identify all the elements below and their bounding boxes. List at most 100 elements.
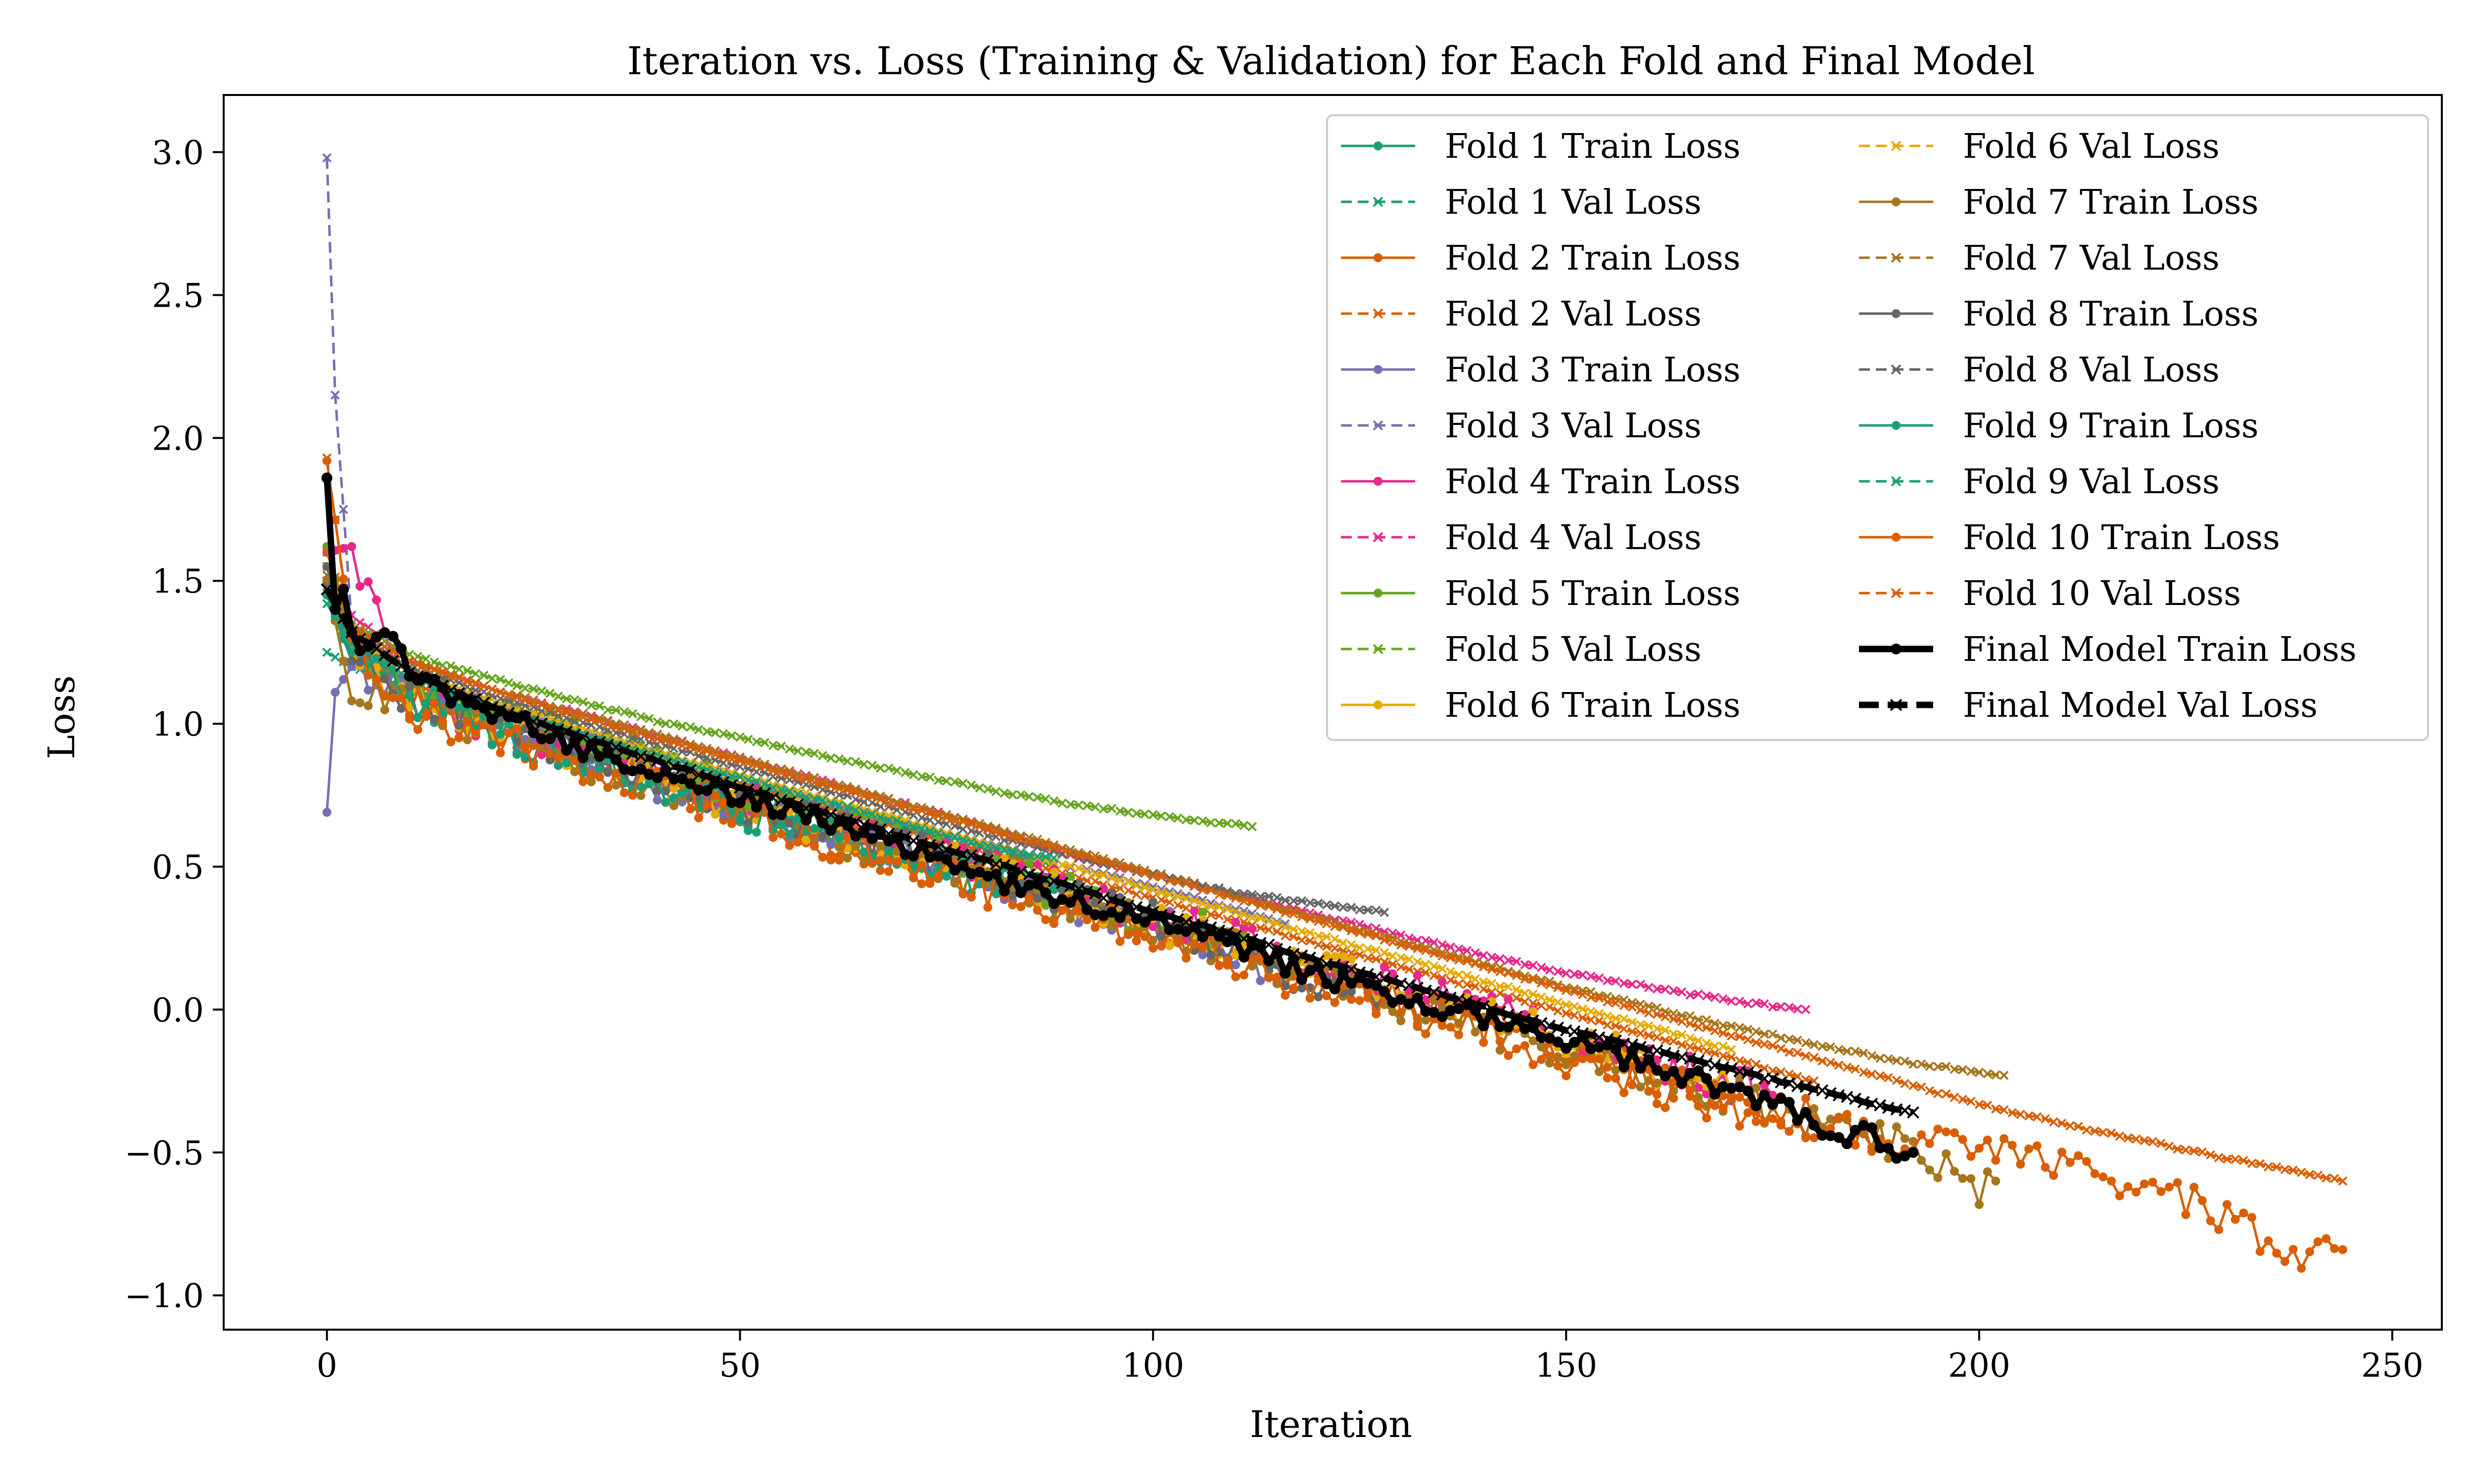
- data-point: [1314, 992, 1323, 1002]
- data-point: [1917, 1130, 1926, 1140]
- data-point: [1603, 1020, 1613, 1030]
- x-tick-label: 200: [1948, 1346, 2010, 1385]
- data-point: [1966, 1152, 1976, 1161]
- data-point: [991, 869, 1002, 880]
- data-point: [1271, 947, 1283, 959]
- x-axis-label: Iteration: [1250, 1403, 1412, 1446]
- y-tick-label: −0.5: [125, 1134, 204, 1172]
- data-point: [585, 739, 597, 750]
- data-point: [1272, 927, 1282, 936]
- data-point: [1710, 1048, 1720, 1058]
- data-point: [1676, 1077, 1687, 1089]
- data-point: [653, 795, 662, 805]
- data-point: [1735, 1121, 1744, 1131]
- legend-label: Final Model Train Loss: [1963, 630, 2357, 669]
- data-point: [372, 675, 381, 685]
- legend-marker: [1374, 589, 1382, 598]
- legend-label: Fold 4 Train Loss: [1445, 463, 1741, 502]
- data-point: [471, 708, 480, 718]
- data-point: [562, 758, 571, 768]
- data-point: [1503, 1021, 1514, 1033]
- data-point: [321, 472, 333, 484]
- data-point: [545, 749, 555, 758]
- data-point: [743, 786, 754, 797]
- data-point: [1404, 987, 1414, 996]
- data-point: [496, 748, 505, 757]
- data-point: [1999, 1134, 2009, 1143]
- data-point: [1230, 935, 1241, 946]
- data-point: [1991, 1176, 2000, 1186]
- data-point: [355, 657, 365, 667]
- data-point: [1471, 981, 1480, 991]
- data-point: [1495, 988, 1505, 998]
- data-point: [2288, 1245, 2298, 1254]
- data-point: [1760, 1064, 1769, 1073]
- data-point: [1784, 1069, 1794, 1079]
- data-point: [1231, 918, 1240, 927]
- data-point: [1841, 1138, 1853, 1150]
- data-point: [1520, 997, 1530, 1007]
- data-point: [578, 777, 588, 787]
- data-point: [486, 714, 498, 725]
- data-point: [544, 733, 556, 744]
- data-point: [2156, 1187, 2166, 1196]
- data-point: [1528, 1060, 1538, 1069]
- data-point: [950, 879, 959, 888]
- data-point: [1223, 915, 1233, 924]
- data-point: [603, 783, 613, 792]
- data-point: [1297, 935, 1307, 945]
- data-point: [768, 833, 778, 842]
- data-point: [1742, 1085, 1754, 1097]
- data-point: [2074, 1151, 2083, 1160]
- data-point: [1561, 1009, 1571, 1018]
- chart-title: Iteration vs. Loss (Training & Validatio…: [627, 39, 2035, 84]
- data-point: [1536, 1001, 1546, 1011]
- data-point: [934, 871, 943, 880]
- data-point: [1288, 932, 1298, 942]
- x-tick-label: 100: [1122, 1346, 1184, 1385]
- data-point: [1652, 1099, 1662, 1109]
- legend-label: Fold 1 Train Loss: [1445, 127, 1741, 166]
- data-point: [636, 791, 646, 800]
- data-point: [1114, 912, 1126, 924]
- data-point: [701, 785, 713, 796]
- data-point: [346, 627, 357, 638]
- data-point: [1421, 968, 1430, 977]
- data-point: [1784, 1127, 1794, 1136]
- data-point: [437, 682, 448, 694]
- data-point: [1041, 915, 1050, 925]
- data-point: [1157, 941, 1166, 950]
- data-point: [752, 828, 761, 837]
- data-point: [1809, 1076, 1819, 1086]
- data-point: [1644, 1030, 1654, 1040]
- data-point: [413, 725, 423, 734]
- data-point: [735, 816, 745, 825]
- data-point: [1950, 1128, 1959, 1137]
- data-point: [339, 544, 348, 553]
- data-point: [1066, 914, 1075, 924]
- data-point: [1511, 1014, 1522, 1025]
- data-point: [1313, 940, 1323, 950]
- data-point: [1520, 1041, 1529, 1050]
- data-point: [1115, 937, 1125, 946]
- data-point: [1132, 889, 1142, 899]
- data-point: [1388, 1007, 1397, 1016]
- data-point: [660, 766, 671, 777]
- data-point: [1206, 950, 1216, 960]
- data-point: [2255, 1247, 2265, 1256]
- data-point: [1264, 925, 1274, 934]
- data-point: [1189, 940, 1199, 949]
- data-point: [1974, 1200, 1984, 1209]
- data-point: [801, 815, 812, 826]
- data-point: [422, 699, 431, 708]
- legend-marker: [1892, 197, 1901, 206]
- data-point: [1726, 1052, 1736, 1062]
- data-point: [405, 681, 414, 691]
- data-point: [1330, 943, 1340, 953]
- data-point: [1586, 1015, 1596, 1025]
- data-point: [1801, 1133, 1810, 1143]
- data-point: [595, 772, 604, 782]
- data-point: [1743, 1058, 1753, 1067]
- data-point: [1231, 972, 1240, 981]
- data-point: [1313, 961, 1324, 973]
